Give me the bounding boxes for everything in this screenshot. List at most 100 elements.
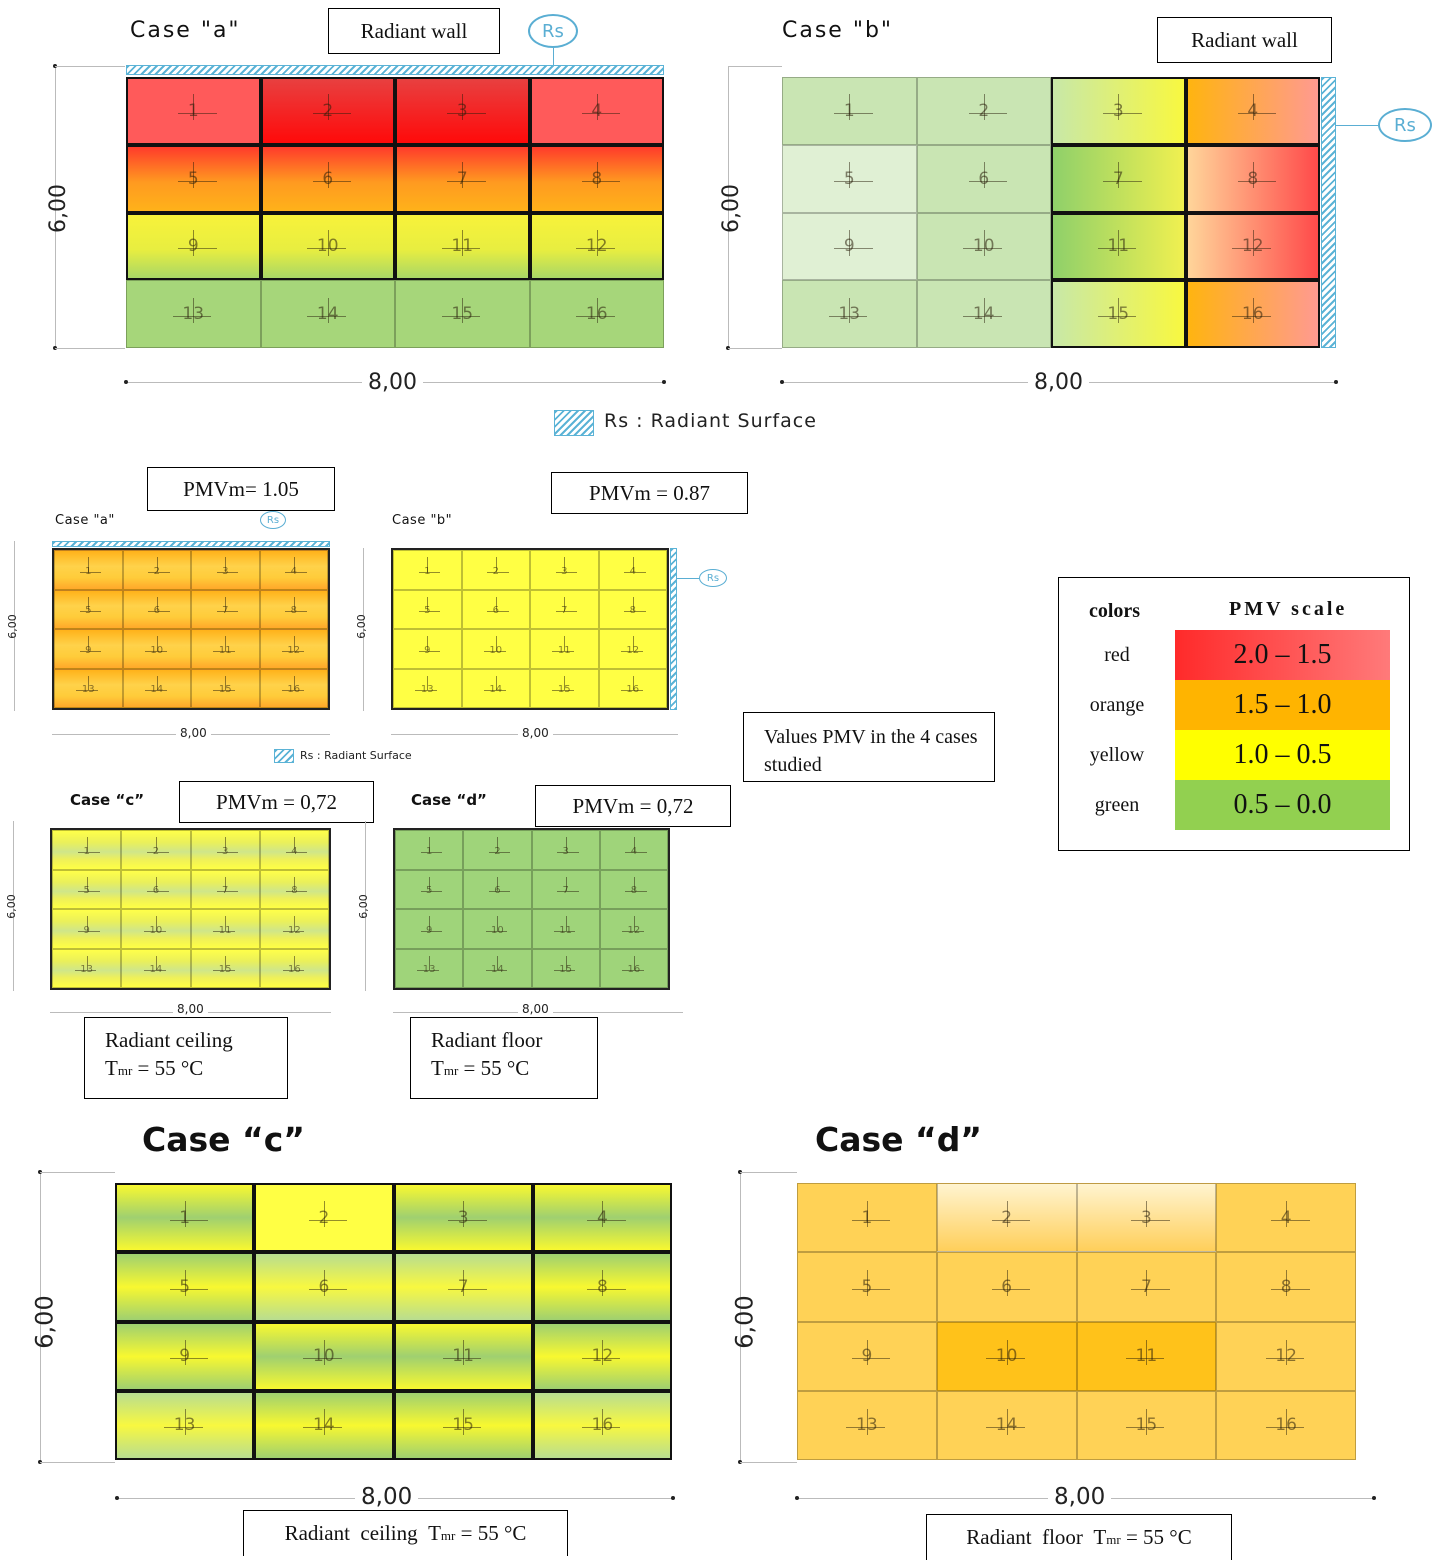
cell-marker	[495, 636, 497, 651]
room-cell-4: 4	[532, 1183, 672, 1253]
cell-marker	[564, 596, 566, 612]
case-c-small-title: Case “c”	[70, 791, 145, 809]
cell-marker	[144, 650, 167, 652]
room-cell-7: 7	[191, 589, 260, 629]
room-cell-8: 8	[598, 589, 667, 629]
cell-marker	[88, 636, 90, 651]
room-cell-12: 12	[259, 909, 329, 949]
cell-marker	[622, 970, 644, 972]
cell-marker	[418, 571, 441, 573]
room-cell-14: 14	[936, 1390, 1077, 1460]
legend-row: orange 1.5 – 1.0	[1059, 680, 1409, 730]
cell-marker	[178, 180, 217, 182]
pmv-b-box: PMVm = 0.87	[551, 472, 748, 514]
room-cell-4: 4	[1216, 1183, 1356, 1253]
rs-marker-small-a: Rs	[260, 511, 286, 529]
cell-marker	[633, 876, 635, 892]
dim-line	[14, 541, 15, 711]
room-cell-6: 6	[461, 589, 530, 629]
legend-rows: red 2.0 – 1.5 orange 1.5 – 1.0 yellow 1.0 – 0…	[1059, 630, 1409, 832]
room-cell-2: 2	[260, 77, 395, 145]
room-cell-2: 2	[936, 1183, 1077, 1253]
room-cell-1: 1	[115, 1183, 255, 1253]
cell-marker	[282, 970, 305, 972]
rs-legend-text-small: Rs : Radiant Surface	[300, 749, 412, 762]
cell-marker	[1237, 180, 1277, 182]
cell-marker	[225, 557, 227, 572]
room-cell-5: 5	[54, 589, 123, 629]
room-cell-8: 8	[529, 144, 664, 213]
cell-marker	[184, 1201, 186, 1227]
room-cell-5: 5	[393, 589, 462, 629]
cell-marker	[851, 1358, 891, 1360]
cell-marker	[497, 916, 499, 931]
case-b-small-title: Case "b"	[392, 513, 453, 528]
cell-marker	[602, 1339, 604, 1366]
cell-marker	[1146, 1201, 1148, 1227]
cell-marker	[1103, 112, 1142, 114]
room-cell-4: 4	[599, 830, 668, 870]
cell-marker	[169, 1358, 208, 1360]
room-cell-2: 2	[122, 550, 191, 590]
cell-marker	[483, 690, 506, 692]
cell-marker	[834, 180, 873, 182]
cell-marker	[216, 571, 239, 573]
cell-marker	[216, 891, 239, 893]
room-cell-5: 5	[52, 869, 122, 909]
cell-marker	[495, 675, 497, 691]
cell-marker	[327, 94, 329, 121]
room-cell-11: 11	[531, 909, 600, 949]
cell-marker	[495, 596, 497, 612]
room-cell-4: 4	[259, 550, 328, 590]
dim-line	[728, 66, 729, 348]
cell-marker	[86, 955, 88, 971]
room-cell-3: 3	[1051, 77, 1186, 145]
room-cell-13: 13	[797, 1390, 937, 1460]
dim-tick	[671, 1496, 675, 1500]
cell-marker	[963, 248, 1002, 250]
cell-marker	[602, 1201, 604, 1227]
dim-line	[55, 348, 125, 349]
cell-marker	[552, 690, 575, 692]
cell-marker	[462, 229, 464, 256]
cell-marker	[587, 1219, 626, 1221]
cell-marker	[169, 1288, 208, 1290]
room-cell-6: 6	[936, 1252, 1077, 1322]
cell-marker	[144, 930, 166, 932]
room-cell-11: 11	[1076, 1321, 1217, 1391]
cell-marker	[834, 112, 873, 114]
dim-line	[40, 1172, 41, 1462]
floor-label: Radiant floor	[431, 1028, 543, 1052]
cell-marker	[216, 851, 239, 853]
cell-marker	[184, 1408, 186, 1435]
cell-marker	[488, 891, 511, 893]
cell-marker	[447, 180, 486, 182]
cell-marker	[285, 891, 308, 893]
room-cell-1: 1	[52, 830, 122, 870]
room-cell-9: 9	[126, 212, 261, 281]
cell-marker	[427, 636, 429, 651]
cell-marker	[144, 970, 166, 972]
cell-marker	[581, 180, 621, 182]
room-cell-7: 7	[530, 589, 599, 629]
cell-marker	[178, 248, 217, 250]
legend-scale-header: PMV scale	[1229, 598, 1348, 620]
room-cell-16: 16	[529, 280, 664, 348]
cell-marker	[155, 916, 157, 931]
cell-marker	[420, 891, 443, 893]
room-cell-15: 15	[1076, 1390, 1217, 1460]
cell-marker	[625, 891, 647, 893]
cell-marker	[633, 955, 635, 971]
room-cell-5: 5	[126, 144, 261, 213]
cell-marker	[963, 316, 1002, 318]
cell-marker	[463, 1201, 465, 1227]
cell-marker	[497, 837, 499, 852]
room-cell-7: 7	[1051, 144, 1186, 213]
cell-marker	[225, 837, 227, 852]
room-cell-11: 11	[393, 1321, 533, 1391]
cell-marker	[415, 690, 438, 692]
cell-marker	[564, 636, 566, 651]
cell-marker	[285, 611, 307, 613]
cell-marker	[79, 650, 102, 652]
cell-marker	[327, 162, 329, 188]
